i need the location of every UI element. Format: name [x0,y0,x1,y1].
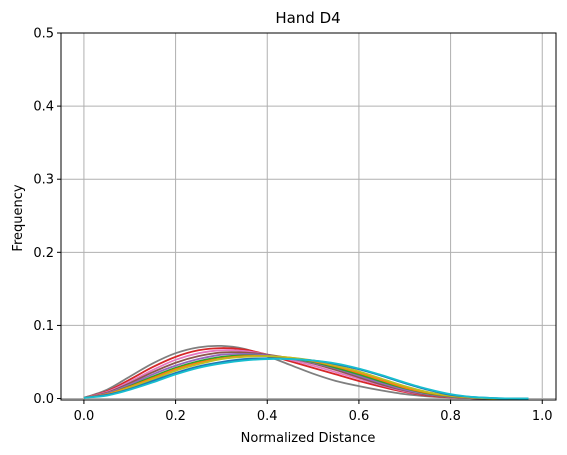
y-tick-label: 0.1 [33,319,54,334]
x-tick-label: 0.0 [74,409,95,424]
y-tick-label: 0.4 [33,100,54,115]
plot-frame [60,32,557,401]
x-tick-label: 0.8 [440,409,461,424]
x-axis-label: Normalized Distance [241,431,376,446]
y-ticks: 0.0 0.1 0.2 0.3 0.4 0.5 [33,27,61,407]
x-tick-label: 0.6 [349,409,370,424]
y-axis-label: Frequency [11,184,26,251]
x-tick-label: 0.2 [165,409,186,424]
y-tick-label: 0.5 [33,27,54,42]
x-tick-label: 0.4 [257,409,278,424]
y-tick-label: 0.3 [33,173,54,188]
x-ticks: 0.0 0.2 0.4 0.6 0.8 1.0 [74,400,553,424]
y-tick-label: 0.2 [33,246,54,261]
series-group [83,344,529,400]
x-tick-label: 1.0 [532,409,553,424]
chart-title: Hand D4 [275,9,340,27]
y-tick-label: 0.0 [33,392,54,407]
series-line-10 [83,357,529,400]
